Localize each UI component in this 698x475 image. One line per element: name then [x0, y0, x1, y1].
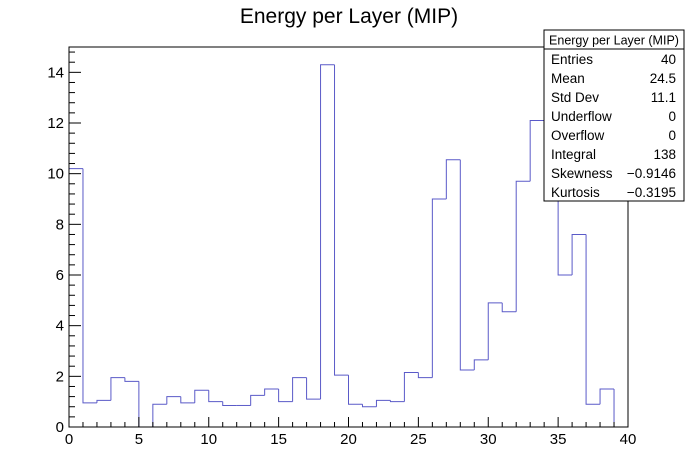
histogram-bin [138, 381, 153, 428]
y-tick-label: 2 [56, 368, 64, 385]
histogram-bin [348, 375, 363, 405]
histogram-bin [529, 119, 545, 182]
histogram-bin [222, 401, 237, 406]
histogram-bin [459, 159, 475, 371]
histogram-bin [389, 400, 405, 403]
histogram-bin [166, 396, 181, 405]
histogram-bin [194, 389, 209, 403]
stats-box-title: Energy per Layer (MIP) [549, 34, 679, 48]
x-tick-label: 5 [135, 431, 143, 448]
histogram-bin [208, 390, 223, 403]
histogram-bin [599, 388, 615, 405]
plot-area: 0 5 10 15 20 25 30 35 40 0 2 4 6 8 10 12 14 Energy per La… [47, 29, 685, 448]
stats-box-frame [543, 29, 685, 202]
histogram-bin [571, 233, 587, 275]
histogram-bin [110, 377, 125, 401]
y-tick-label: 0 [56, 419, 64, 436]
x-tick-label: 10 [200, 431, 217, 448]
histogram-bin [278, 389, 293, 403]
stats-box: Energy per Layer (MIP) Entries 40 Mean 24.5 S… [543, 29, 685, 202]
histogram-bin [334, 64, 349, 376]
stats-label: Kurtosis [551, 185, 600, 200]
histogram-bin [68, 168, 83, 427]
stats-label: Overflow [551, 128, 605, 143]
stats-label: Std Dev [551, 90, 599, 105]
histogram-bin [613, 389, 628, 428]
x-tick-label: 30 [480, 431, 497, 448]
histogram-bin [473, 359, 489, 370]
histogram-bin [320, 64, 335, 400]
histogram-bin [445, 159, 461, 199]
histogram-bin [250, 394, 265, 406]
histogram-bin [124, 377, 139, 382]
histogram-bin [292, 377, 307, 402]
x-tick-label: 0 [65, 431, 73, 448]
x-tick-label: 25 [410, 431, 427, 448]
stats-label: Integral [551, 147, 596, 162]
stats-value: −0.9146 [627, 166, 676, 181]
histogram-bin [375, 399, 391, 407]
stats-value: 24.5 [650, 71, 676, 86]
histogram-bin [152, 403, 167, 427]
chart-title: Energy per Layer (MIP) [240, 5, 458, 28]
stats-value: 40 [661, 52, 676, 67]
x-tick-label: 20 [340, 431, 357, 448]
histogram-bin [306, 377, 321, 400]
histogram-bin [264, 388, 279, 396]
stats-value: 138 [653, 147, 676, 162]
y-tick-label: 8 [56, 216, 64, 233]
y-tick-label: 14 [47, 64, 64, 81]
histogram-bin [96, 399, 111, 403]
y-tick-label: 12 [47, 115, 64, 132]
histogram-bin [403, 372, 419, 402]
stats-value: 0 [668, 128, 676, 143]
stats-value: −0.3195 [627, 185, 676, 200]
stats-value: 11.1 [651, 90, 676, 105]
histogram-bin [180, 396, 195, 404]
stats-label: Underflow [551, 109, 612, 124]
histogram-bin [487, 302, 503, 360]
stats-label: Skewness [551, 166, 613, 181]
y-tick-label: 10 [47, 166, 64, 183]
histogram-bin [515, 180, 531, 312]
histogram-bin [501, 302, 517, 313]
histogram-bin [361, 404, 377, 408]
y-tick-label: 6 [56, 267, 64, 284]
histogram-bin [585, 234, 601, 405]
stats-value: 0 [668, 109, 676, 124]
histogram-bin [82, 168, 97, 404]
x-tick-label: 15 [270, 431, 287, 448]
x-tick-label: 40 [620, 431, 637, 448]
x-tick-label: 35 [550, 431, 567, 448]
y-tick-label: 4 [56, 318, 64, 335]
histogram-bin [417, 372, 433, 379]
stats-label: Entries [551, 52, 593, 67]
histogram-bin [431, 198, 447, 378]
stats-label: Mean [551, 71, 585, 86]
